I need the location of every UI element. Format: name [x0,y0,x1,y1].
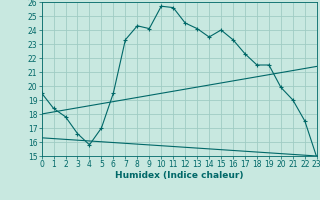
X-axis label: Humidex (Indice chaleur): Humidex (Indice chaleur) [115,171,244,180]
